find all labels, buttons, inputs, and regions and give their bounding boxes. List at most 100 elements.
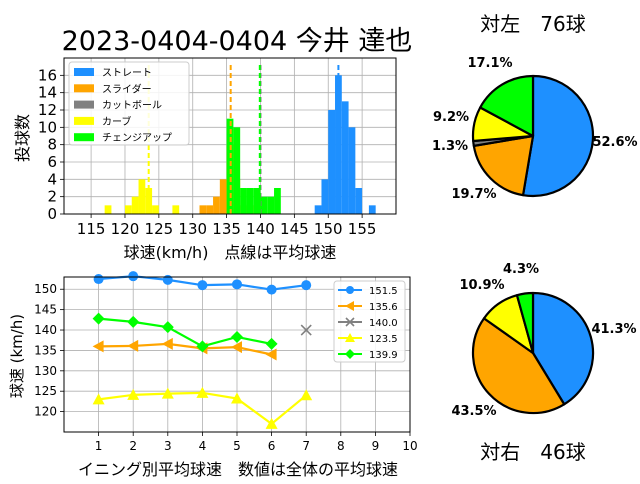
hist-xtick-label: 140 xyxy=(246,220,275,238)
hist-xtick-label: 115 xyxy=(77,220,106,238)
pie-slice xyxy=(515,291,535,355)
line-legend-label: 123.5 xyxy=(369,334,398,345)
line-point-4 xyxy=(127,388,140,400)
line-point-2 xyxy=(127,339,139,352)
hist-ytick-label: 8 xyxy=(47,136,57,154)
line-legend-marker xyxy=(345,301,354,311)
hist-x-axis-label: 球速(km/h) 点線は平均球速 xyxy=(124,243,337,262)
line-point-5 xyxy=(92,312,105,325)
line-point-1 xyxy=(162,274,173,285)
hist-bar-4 xyxy=(138,179,146,214)
hist-ytick-label: 2 xyxy=(47,188,57,206)
line-point-4 xyxy=(265,417,278,429)
hist-bar-1 xyxy=(368,205,376,214)
hist-bar-2 xyxy=(206,205,214,214)
hist-ytick-label: 10 xyxy=(38,118,57,136)
hist-legend-box xyxy=(68,61,190,146)
line-legend: 151.5 135.6 140.0 123.5 139.9 xyxy=(333,280,406,363)
line-ytick-label: 145 xyxy=(34,303,57,317)
hist-bar-5 xyxy=(246,188,254,214)
line-point-2 xyxy=(231,341,242,354)
hist-bar-2 xyxy=(213,196,220,214)
hist-legend-swatch xyxy=(74,84,94,93)
line-xtick-label: 3 xyxy=(164,439,172,453)
line-point-5 xyxy=(161,321,174,334)
pie-slice xyxy=(472,134,535,197)
line-xtick-label: 4 xyxy=(199,439,207,453)
hist-bar-2 xyxy=(199,205,207,214)
line-legend-label: 139.9 xyxy=(369,350,398,361)
line-point-5 xyxy=(265,337,278,350)
pie-slice-label: 1.3% xyxy=(432,139,468,154)
line-x-axis-label: イニング別平均球速 数値は全体の平均球速 xyxy=(78,460,398,479)
hist-xtick-label: 155 xyxy=(348,220,377,238)
pie-slice-label: 43.5% xyxy=(451,404,496,419)
hist-bar-2 xyxy=(219,179,227,214)
line-xtick-label: 2 xyxy=(129,439,137,453)
hist-xtick-label: 125 xyxy=(145,220,174,238)
line-ytick-label: 125 xyxy=(34,384,57,398)
hist-ytick-label: 16 xyxy=(38,66,57,84)
pie-slice-label: 10.9% xyxy=(459,278,504,293)
line-point-1 xyxy=(128,271,139,282)
line-xtick-label: 7 xyxy=(302,439,310,453)
hist-bar-4 xyxy=(152,205,159,214)
line-ytick-label: 130 xyxy=(34,364,57,378)
line-point-5 xyxy=(231,330,243,343)
page-title: 2023-0404-0404 今井 達也 xyxy=(62,26,413,57)
hist-ytick-label: 6 xyxy=(47,153,57,171)
line-legend-label: 151.5 xyxy=(369,286,398,297)
hist-bar-4 xyxy=(104,205,112,214)
line-point-4 xyxy=(196,386,209,398)
hist-ytick-label: 14 xyxy=(38,84,57,102)
hist-xtick-label: 135 xyxy=(212,220,241,238)
hist-ytick-label: 12 xyxy=(38,101,57,119)
pie-slice xyxy=(479,74,535,138)
hist-legend-label: カーブ xyxy=(102,115,131,128)
hist-ytick-label: 4 xyxy=(47,170,57,188)
hist-bar-1 xyxy=(355,188,363,214)
hist-bar-1 xyxy=(314,205,322,214)
hist-legend-label: チェンジアップ xyxy=(102,132,172,144)
vs-right-title: 対右 46球 xyxy=(480,440,585,464)
line-legend-marker xyxy=(345,317,355,327)
hist-xtick-label: 130 xyxy=(178,220,207,238)
line-point-1 xyxy=(301,280,312,291)
hist-bar-5 xyxy=(253,188,261,214)
line-ytick-label: 150 xyxy=(34,282,57,296)
hist-ytick-label: 0 xyxy=(47,205,57,223)
pie-slice xyxy=(521,74,595,198)
line-point-4 xyxy=(161,387,174,399)
pie-slice-label: 4.3% xyxy=(503,262,539,277)
hist-xtick-label: 120 xyxy=(111,220,140,238)
line-plot-frame xyxy=(63,276,411,433)
pie-slice xyxy=(471,317,566,415)
line-legend-label: 135.6 xyxy=(369,302,398,313)
pie-slice-label: 41.3% xyxy=(591,322,636,337)
hist-plot-frame xyxy=(63,57,397,215)
line-xtick-label: 1 xyxy=(95,439,103,453)
pie-slice-label: 19.7% xyxy=(451,187,496,202)
line-point-2 xyxy=(265,348,277,361)
line-xtick-label: 6 xyxy=(268,439,276,453)
line-ytick-label: 140 xyxy=(34,323,57,337)
hist-legend-swatch xyxy=(74,133,94,142)
hist-bar-5 xyxy=(260,196,268,214)
hist-bar-5 xyxy=(274,188,281,214)
hist-bar-5 xyxy=(240,188,247,214)
hist-xtick-label: 150 xyxy=(314,220,343,238)
line-ytick-label: 135 xyxy=(34,343,57,357)
line-point-5 xyxy=(127,315,140,328)
line-point-4 xyxy=(231,392,243,404)
hist-bar-1 xyxy=(335,75,342,214)
line-point-3 xyxy=(300,324,312,336)
hist-legend-label: ストレート xyxy=(102,68,152,79)
line-xtick-label: 9 xyxy=(372,439,380,453)
hist-bar-4 xyxy=(131,196,139,214)
line-legend-marker xyxy=(345,349,355,359)
line-legend-label: 140.0 xyxy=(369,318,398,329)
line-point-5 xyxy=(196,340,209,353)
vs-left-title: 対左 76球 xyxy=(480,12,585,36)
